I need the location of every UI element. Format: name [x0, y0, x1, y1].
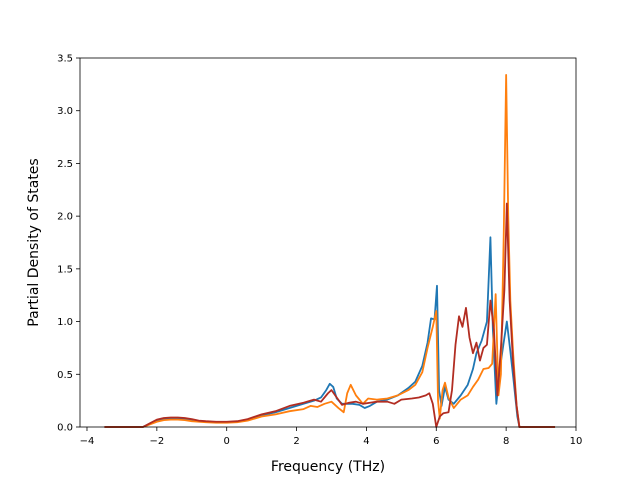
x-axis-label: Frequency (THz) — [271, 459, 385, 475]
y-tick-label: 2.0 — [57, 212, 73, 223]
x-tick-label: 2 — [293, 436, 299, 447]
y-axis: 0.0 0.5 1.0 1.5 2.0 2.5 3.0 3.5 — [57, 54, 80, 434]
x-axis: −4 −2 0 2 4 6 8 10 — [80, 427, 583, 447]
x-tick-label: 10 — [570, 436, 583, 447]
y-tick-label: 1.0 — [57, 317, 73, 328]
plot-frame — [79, 57, 577, 428]
y-tick-label: 0.5 — [57, 370, 73, 381]
x-tick-label: 4 — [363, 436, 369, 447]
y-tick-label: 2.5 — [57, 159, 73, 170]
series-layer — [104, 73, 556, 428]
y-tick-label: 1.5 — [57, 264, 73, 275]
y-tick-label: 0.0 — [57, 423, 73, 434]
x-tick-label: −2 — [149, 436, 164, 447]
y-tick-label: 3.5 — [57, 54, 73, 65]
series-line-3 — [104, 202, 556, 428]
y-tick-label: 3.0 — [57, 106, 73, 117]
y-axis-label: Partial Density of States — [26, 158, 42, 326]
x-tick-label: −4 — [80, 436, 95, 447]
series-line-2 — [104, 73, 556, 428]
x-tick-label: 8 — [503, 436, 509, 447]
x-tick-label: 6 — [433, 436, 439, 447]
x-tick-label: 0 — [224, 436, 230, 447]
